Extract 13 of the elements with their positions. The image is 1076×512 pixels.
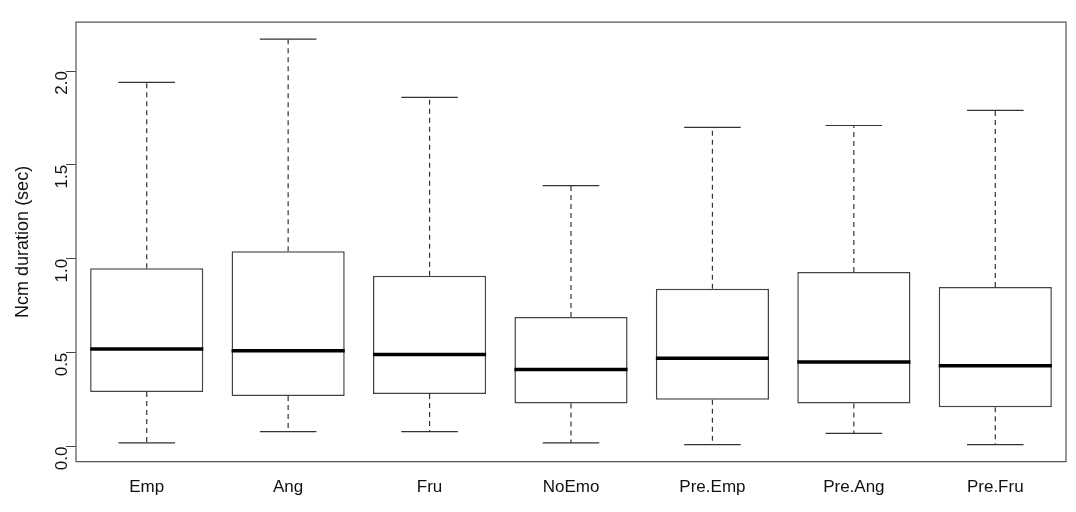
x-tick-label: Pre.Fru xyxy=(966,477,1024,497)
y-tick-label: 1.0 xyxy=(51,258,71,283)
x-tick-label: Pre.Emp xyxy=(679,477,746,497)
x-tick-label: Emp xyxy=(129,477,165,497)
x-tick-label: Ang xyxy=(273,477,304,497)
y-tick-label: 1.5 xyxy=(51,164,71,189)
y-axis-title: Ncm duration (sec) xyxy=(11,165,32,318)
y-tick-label: 0.0 xyxy=(51,446,71,471)
x-tick-label: Fru xyxy=(416,477,443,497)
x-tick-label: NoEmo xyxy=(542,477,600,497)
x-tick-label: Pre.Ang xyxy=(823,477,885,497)
y-tick-label: 2.0 xyxy=(51,71,71,95)
y-tick-label: 0.5 xyxy=(51,352,71,377)
